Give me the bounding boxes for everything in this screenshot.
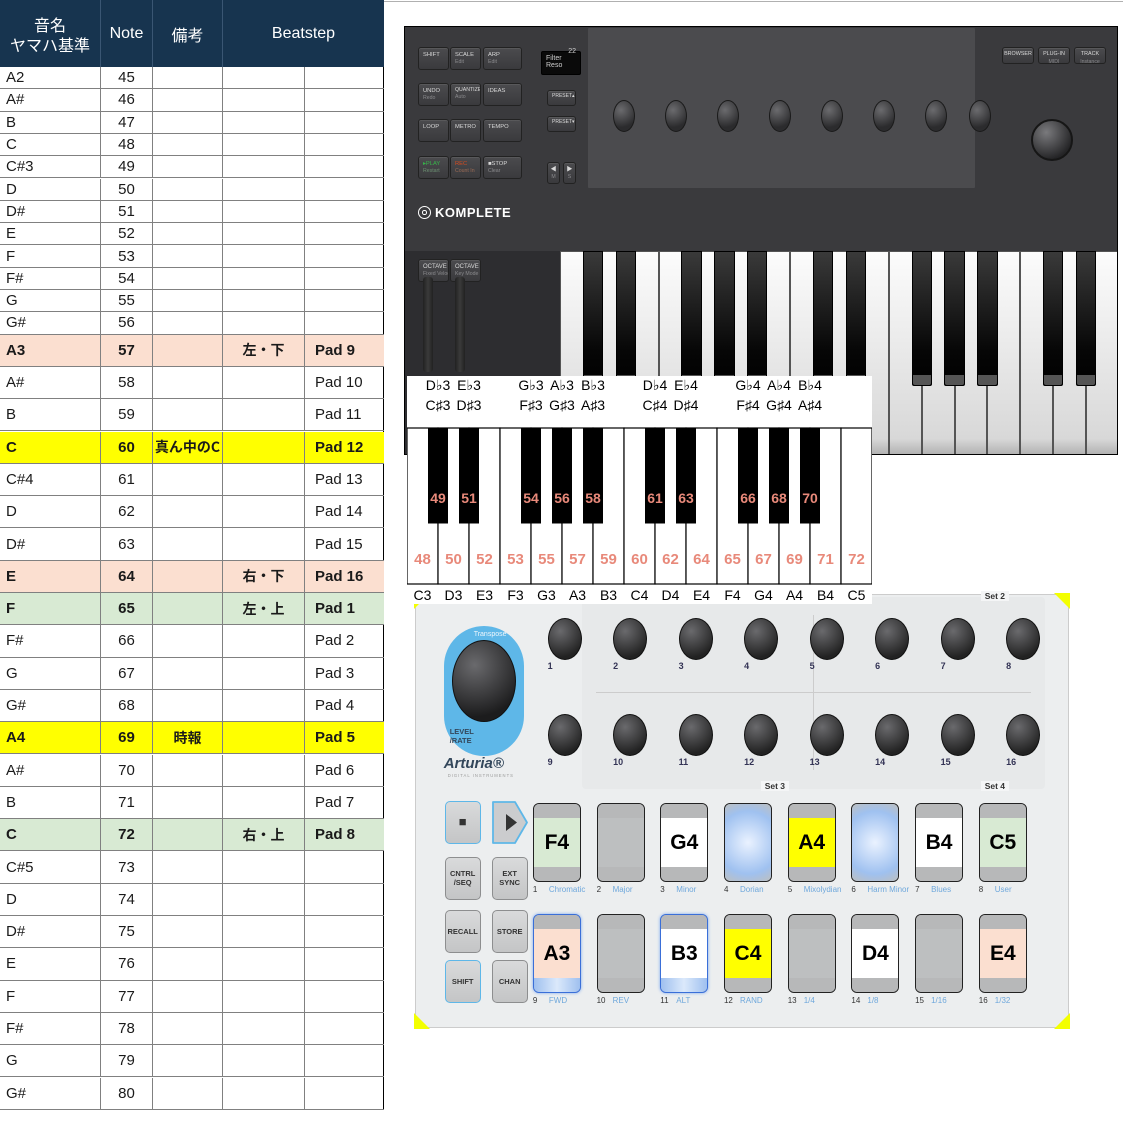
svg-text:C5: C5 bbox=[848, 587, 866, 603]
svg-text:72: 72 bbox=[848, 551, 865, 568]
svg-text:A♯4: A♯4 bbox=[798, 397, 822, 413]
svg-text:56: 56 bbox=[554, 490, 570, 506]
svg-text:F♯4: F♯4 bbox=[736, 397, 760, 413]
svg-text:57: 57 bbox=[569, 551, 586, 568]
svg-text:61: 61 bbox=[647, 490, 663, 506]
svg-text:54: 54 bbox=[523, 490, 539, 506]
svg-text:D♯3: D♯3 bbox=[457, 397, 482, 413]
svg-text:G♭4: G♭4 bbox=[735, 377, 760, 393]
svg-text:A♭4: A♭4 bbox=[767, 377, 791, 393]
svg-text:A4: A4 bbox=[786, 587, 803, 603]
svg-text:67: 67 bbox=[755, 551, 772, 568]
svg-text:G3: G3 bbox=[537, 587, 556, 603]
svg-text:E4: E4 bbox=[693, 587, 710, 603]
svg-text:E3: E3 bbox=[476, 587, 493, 603]
svg-text:C♯4: C♯4 bbox=[643, 397, 668, 413]
svg-text:C♯3: C♯3 bbox=[426, 397, 451, 413]
svg-text:C4: C4 bbox=[631, 587, 649, 603]
svg-text:59: 59 bbox=[600, 551, 617, 568]
svg-text:D3: D3 bbox=[445, 587, 463, 603]
svg-text:64: 64 bbox=[693, 551, 710, 568]
svg-text:A♯3: A♯3 bbox=[581, 397, 605, 413]
svg-text:G4: G4 bbox=[754, 587, 773, 603]
svg-text:B♭3: B♭3 bbox=[581, 377, 605, 393]
svg-text:D4: D4 bbox=[662, 587, 680, 603]
svg-text:71: 71 bbox=[817, 551, 834, 568]
svg-text:66: 66 bbox=[740, 490, 756, 506]
svg-text:A3: A3 bbox=[569, 587, 586, 603]
svg-text:E♭3: E♭3 bbox=[457, 377, 481, 393]
svg-text:62: 62 bbox=[662, 551, 679, 568]
svg-text:D♭4: D♭4 bbox=[643, 377, 668, 393]
svg-text:70: 70 bbox=[802, 490, 818, 506]
svg-text:D♭3: D♭3 bbox=[426, 377, 451, 393]
svg-text:B3: B3 bbox=[600, 587, 617, 603]
svg-text:F3: F3 bbox=[507, 587, 524, 603]
svg-text:55: 55 bbox=[538, 551, 555, 568]
svg-text:G♯3: G♯3 bbox=[549, 397, 575, 413]
svg-text:53: 53 bbox=[507, 551, 524, 568]
svg-text:58: 58 bbox=[585, 490, 601, 506]
svg-text:C3: C3 bbox=[414, 587, 432, 603]
svg-text:48: 48 bbox=[414, 551, 431, 568]
svg-text:D♯4: D♯4 bbox=[674, 397, 699, 413]
svg-text:49: 49 bbox=[430, 490, 446, 506]
svg-text:69: 69 bbox=[786, 551, 803, 568]
svg-text:F♯3: F♯3 bbox=[519, 397, 543, 413]
svg-text:51: 51 bbox=[461, 490, 477, 506]
svg-text:52: 52 bbox=[476, 551, 493, 568]
svg-text:63: 63 bbox=[678, 490, 694, 506]
svg-text:A♭3: A♭3 bbox=[550, 377, 574, 393]
svg-text:50: 50 bbox=[445, 551, 462, 568]
svg-text:E♭4: E♭4 bbox=[674, 377, 698, 393]
svg-text:G♯4: G♯4 bbox=[766, 397, 792, 413]
svg-text:68: 68 bbox=[771, 490, 787, 506]
svg-text:G♭3: G♭3 bbox=[518, 377, 543, 393]
svg-text:F4: F4 bbox=[724, 587, 741, 603]
svg-text:B4: B4 bbox=[817, 587, 834, 603]
svg-text:60: 60 bbox=[631, 551, 648, 568]
svg-text:B♭4: B♭4 bbox=[798, 377, 822, 393]
svg-text:65: 65 bbox=[724, 551, 741, 568]
